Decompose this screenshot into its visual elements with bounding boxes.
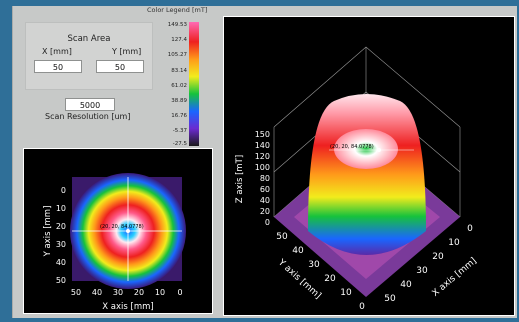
y-tick: 50 <box>56 276 66 285</box>
scan-area-group: Scan Area X [mm] Y [mm] 50 50 <box>25 22 153 90</box>
y-tick-3d: 30 <box>308 260 320 270</box>
legend-tick: -5.37 <box>172 128 187 134</box>
legend-tick: 127.4 <box>171 37 187 43</box>
scan-resolution-label: Scan Resolution [um] <box>45 112 131 121</box>
x-tick-3d: 40 <box>400 280 412 290</box>
legend-tick: 16.76 <box>171 113 187 119</box>
legend-tick: 149.53 <box>167 22 187 28</box>
x-ticks-3d: 0 10 20 30 40 50 <box>384 224 473 304</box>
x-ticks: 50 40 30 20 10 0 <box>71 288 183 297</box>
z-tick: 120 <box>255 152 270 161</box>
x-tick-3d: 50 <box>384 294 396 304</box>
legend-tick: 61.02 <box>171 83 187 89</box>
cursor-point-3d <box>377 148 381 152</box>
y-ticks: 0 10 20 30 40 50 <box>56 186 66 285</box>
y-tick-3d: 50 <box>276 232 288 242</box>
x-tick: 50 <box>71 288 81 297</box>
magnetic-scan-window: Scan Area X [mm] Y [mm] 50 50 5000 Scan … <box>12 6 517 318</box>
surface-3d-plot[interactable]: (20, 20, 84.0778) 150 140 120 100 80 60 … <box>223 16 515 316</box>
x-axis-label-3d: X axis [mm] <box>431 256 479 299</box>
y-tick-3d: 20 <box>324 274 336 284</box>
y-ticks-3d: 50 40 30 20 10 0 <box>276 232 365 312</box>
scan-area-title: Scan Area <box>67 34 111 44</box>
x-tick: 30 <box>113 288 123 297</box>
surface-dome-top <box>334 129 398 169</box>
y-tick-3d: 0 <box>359 302 365 312</box>
color-legend-title: Color Legend [mT] <box>147 6 208 14</box>
z-tick: 80 <box>260 174 270 183</box>
z-tick: 100 <box>255 163 270 172</box>
x-tick: 40 <box>92 288 102 297</box>
y-tick: 20 <box>56 222 66 231</box>
y-tick: 10 <box>56 204 66 213</box>
x-tick-3d: 20 <box>432 252 444 262</box>
x-tick-3d: 10 <box>448 238 460 248</box>
scan-resolution-field[interactable]: 5000 <box>65 98 115 111</box>
cursor-label: (20, 20, 84.0778) <box>100 224 144 230</box>
cursor-point <box>126 229 130 233</box>
y-mm-label: Y [mm] <box>112 47 142 56</box>
legend-tick: 83.14 <box>171 68 187 74</box>
cursor-label-3d: (20, 20, 84.0778) <box>330 144 374 150</box>
y-tick: 40 <box>56 258 66 267</box>
x-tick: 10 <box>155 288 165 297</box>
z-tick: 140 <box>255 141 270 150</box>
surface-dome <box>308 94 426 255</box>
z-tick: 40 <box>260 196 270 205</box>
y-tick-3d: 40 <box>292 246 304 256</box>
legend-tick: -27.5 <box>172 141 187 147</box>
z-tick: 150 <box>255 130 270 139</box>
color-legend-bar <box>189 22 199 146</box>
y-tick: 0 <box>61 186 66 195</box>
z-tick: 60 <box>260 185 270 194</box>
z-tick: 0 <box>265 218 270 227</box>
y-tick: 30 <box>56 240 66 249</box>
heatmap-2d-plot[interactable]: (20, 20, 84.0778) 0 10 20 30 40 50 50 40… <box>23 148 213 314</box>
x-mm-label: X [mm] <box>42 47 72 56</box>
legend-tick: 38.89 <box>171 98 187 104</box>
x-mm-field[interactable]: 50 <box>34 60 82 73</box>
y-axis-label: Y axis [mm] <box>43 206 53 258</box>
x-tick-3d: 0 <box>467 224 473 234</box>
x-axis-label: X axis [mm] <box>102 302 153 312</box>
x-tick: 20 <box>134 288 144 297</box>
x-tick: 0 <box>177 288 182 297</box>
z-axis-label: Z axis [mT] <box>235 155 245 203</box>
z-ticks: 150 140 120 100 80 60 40 20 0 <box>255 130 270 227</box>
x-tick-3d: 30 <box>416 266 428 276</box>
y-mm-field[interactable]: 50 <box>96 60 144 73</box>
y-tick-3d: 10 <box>340 288 352 298</box>
z-tick: 20 <box>260 207 270 216</box>
legend-tick: 105.27 <box>167 52 187 58</box>
